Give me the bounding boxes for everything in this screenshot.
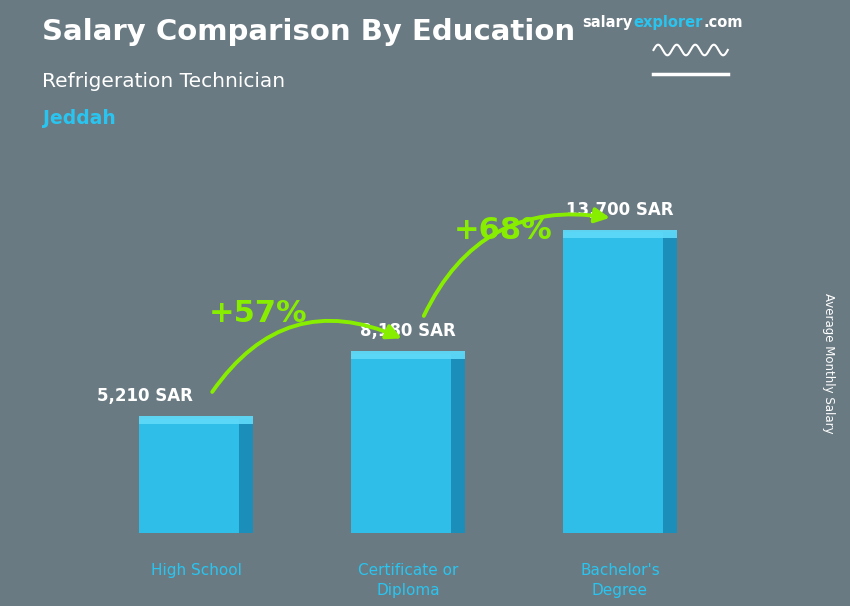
FancyBboxPatch shape	[663, 232, 677, 533]
Text: +57%: +57%	[209, 299, 308, 328]
FancyBboxPatch shape	[139, 416, 252, 424]
FancyBboxPatch shape	[351, 353, 465, 533]
Text: Jeddah: Jeddah	[42, 109, 116, 128]
Text: Bachelor's
Degree: Bachelor's Degree	[580, 563, 660, 598]
Text: Average Monthly Salary: Average Monthly Salary	[822, 293, 836, 434]
Text: Certificate or
Diploma: Certificate or Diploma	[358, 563, 458, 598]
Text: 5,210 SAR: 5,210 SAR	[97, 387, 193, 405]
FancyBboxPatch shape	[451, 353, 465, 533]
FancyBboxPatch shape	[564, 232, 677, 533]
Text: salary: salary	[582, 15, 632, 30]
FancyBboxPatch shape	[351, 351, 465, 359]
FancyBboxPatch shape	[239, 419, 252, 533]
FancyBboxPatch shape	[139, 419, 252, 533]
Text: +68%: +68%	[454, 216, 552, 245]
Text: 8,180 SAR: 8,180 SAR	[360, 322, 456, 340]
Text: .com: .com	[704, 15, 743, 30]
Text: Refrigeration Technician: Refrigeration Technician	[42, 72, 286, 90]
Text: High School: High School	[150, 563, 241, 578]
Text: explorer: explorer	[633, 15, 703, 30]
FancyBboxPatch shape	[564, 230, 677, 238]
Text: Salary Comparison By Education: Salary Comparison By Education	[42, 18, 575, 46]
Text: 13,700 SAR: 13,700 SAR	[566, 201, 674, 219]
